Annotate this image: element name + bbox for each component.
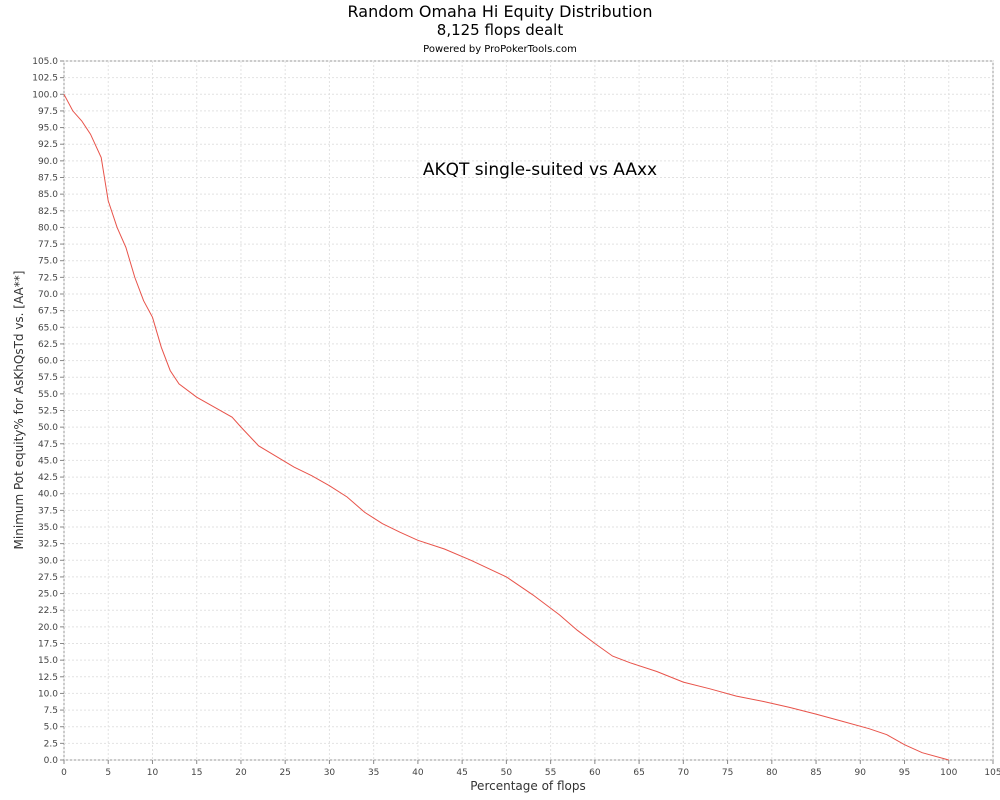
y-tick-label: 35.0 bbox=[38, 523, 58, 533]
y-tick-label: 65.0 bbox=[38, 323, 58, 333]
y-tick-label: 80.0 bbox=[38, 223, 58, 233]
y-tick-label: 67.5 bbox=[38, 307, 58, 317]
y-tick-label: 37.5 bbox=[38, 506, 58, 516]
x-tick-label: 10 bbox=[147, 768, 159, 778]
x-tick-label: 105 bbox=[984, 768, 1000, 778]
y-tick-label: 22.5 bbox=[38, 606, 58, 616]
y-tick-label: 15.0 bbox=[38, 656, 58, 666]
x-tick-label: 65 bbox=[633, 768, 644, 778]
y-tick-label: 102.5 bbox=[32, 74, 58, 84]
y-tick-label: 62.5 bbox=[38, 340, 58, 350]
y-tick-label: 25.0 bbox=[38, 590, 58, 600]
x-tick-label: 35 bbox=[368, 768, 379, 778]
x-tick-label: 90 bbox=[855, 768, 867, 778]
y-tick-label: 45.0 bbox=[38, 456, 58, 466]
chart-subtitle: 8,125 flops dealt bbox=[437, 21, 564, 39]
y-tick-label: 47.5 bbox=[38, 440, 58, 450]
y-tick-label: 52.5 bbox=[38, 407, 58, 417]
y-tick-label: 97.5 bbox=[38, 107, 58, 117]
y-tick-label: 60.0 bbox=[38, 357, 58, 367]
chart-title: Random Omaha Hi Equity Distribution bbox=[348, 2, 653, 21]
y-tick-label: 0.0 bbox=[44, 756, 59, 766]
y-tick-label: 77.5 bbox=[38, 240, 58, 250]
x-tick-label: 30 bbox=[324, 768, 336, 778]
x-tick-label: 55 bbox=[545, 768, 556, 778]
y-tick-label: 30.0 bbox=[38, 556, 58, 566]
x-tick-label: 45 bbox=[456, 768, 467, 778]
y-tick-label: 50.0 bbox=[38, 423, 58, 433]
x-tick-label: 5 bbox=[105, 768, 111, 778]
y-tick-label: 40.0 bbox=[38, 490, 58, 500]
x-axis-label: Percentage of flops bbox=[470, 779, 585, 793]
gridlines bbox=[63, 60, 994, 761]
x-tick-label: 40 bbox=[412, 768, 424, 778]
y-tick-label: 105.0 bbox=[32, 57, 58, 67]
y-tick-label: 82.5 bbox=[38, 207, 58, 217]
y-tick-label: 72.5 bbox=[38, 273, 58, 283]
x-tick-label: 50 bbox=[501, 768, 513, 778]
x-tick-label: 100 bbox=[940, 768, 957, 778]
y-tick-label: 27.5 bbox=[38, 573, 58, 583]
y-tick-label: 70.0 bbox=[38, 290, 58, 300]
x-tick-label: 0 bbox=[61, 768, 67, 778]
y-tick-label: 5.0 bbox=[44, 723, 59, 733]
y-tick-label: 57.5 bbox=[38, 373, 58, 383]
chart-credit: Powered by ProPokerTools.com bbox=[423, 44, 577, 55]
y-tick-label: 92.5 bbox=[38, 140, 58, 150]
x-axis-ticks: 0 5 10 15 20 25 30 35 40 45 50 55 60 65 70 75 80 85 90 95 10… bbox=[61, 760, 1000, 778]
x-tick-label: 85 bbox=[810, 768, 821, 778]
x-tick-label: 15 bbox=[191, 768, 202, 778]
y-tick-label: 42.5 bbox=[38, 473, 58, 483]
x-tick-label: 20 bbox=[235, 768, 247, 778]
y-tick-label: 32.5 bbox=[38, 540, 58, 550]
y-tick-label: 95.0 bbox=[38, 124, 58, 134]
y-tick-label: 90.0 bbox=[38, 157, 58, 167]
y-axis-ticks: 0.0 2.5 5.0 7.5 10.0 12.5 15.0 17.5 20.0 22.5 25.0… bbox=[32, 57, 64, 766]
y-axis-label: Minimum Pot equity% for AsKhQsTd vs. [AA… bbox=[12, 271, 26, 550]
x-tick-label: 75 bbox=[722, 768, 733, 778]
y-tick-label: 75.0 bbox=[38, 257, 58, 267]
y-tick-label: 55.0 bbox=[38, 390, 58, 400]
y-tick-label: 20.0 bbox=[38, 623, 58, 633]
x-tick-label: 95 bbox=[899, 768, 910, 778]
x-tick-label: 70 bbox=[678, 768, 690, 778]
y-tick-label: 10.0 bbox=[38, 689, 58, 699]
y-tick-label: 85.0 bbox=[38, 190, 58, 200]
x-tick-label: 25 bbox=[279, 768, 290, 778]
y-tick-label: 7.5 bbox=[44, 706, 58, 716]
x-tick-label: 80 bbox=[766, 768, 778, 778]
y-tick-label: 2.5 bbox=[44, 739, 58, 749]
x-tick-label: 60 bbox=[589, 768, 601, 778]
chart-annotation: AKQT single-suited vs AAxx bbox=[423, 160, 657, 180]
y-tick-label: 12.5 bbox=[38, 673, 58, 683]
y-tick-label: 17.5 bbox=[38, 640, 58, 650]
y-tick-label: 100.0 bbox=[32, 90, 58, 100]
equity-line bbox=[63, 94, 949, 761]
y-tick-label: 87.5 bbox=[38, 174, 58, 184]
